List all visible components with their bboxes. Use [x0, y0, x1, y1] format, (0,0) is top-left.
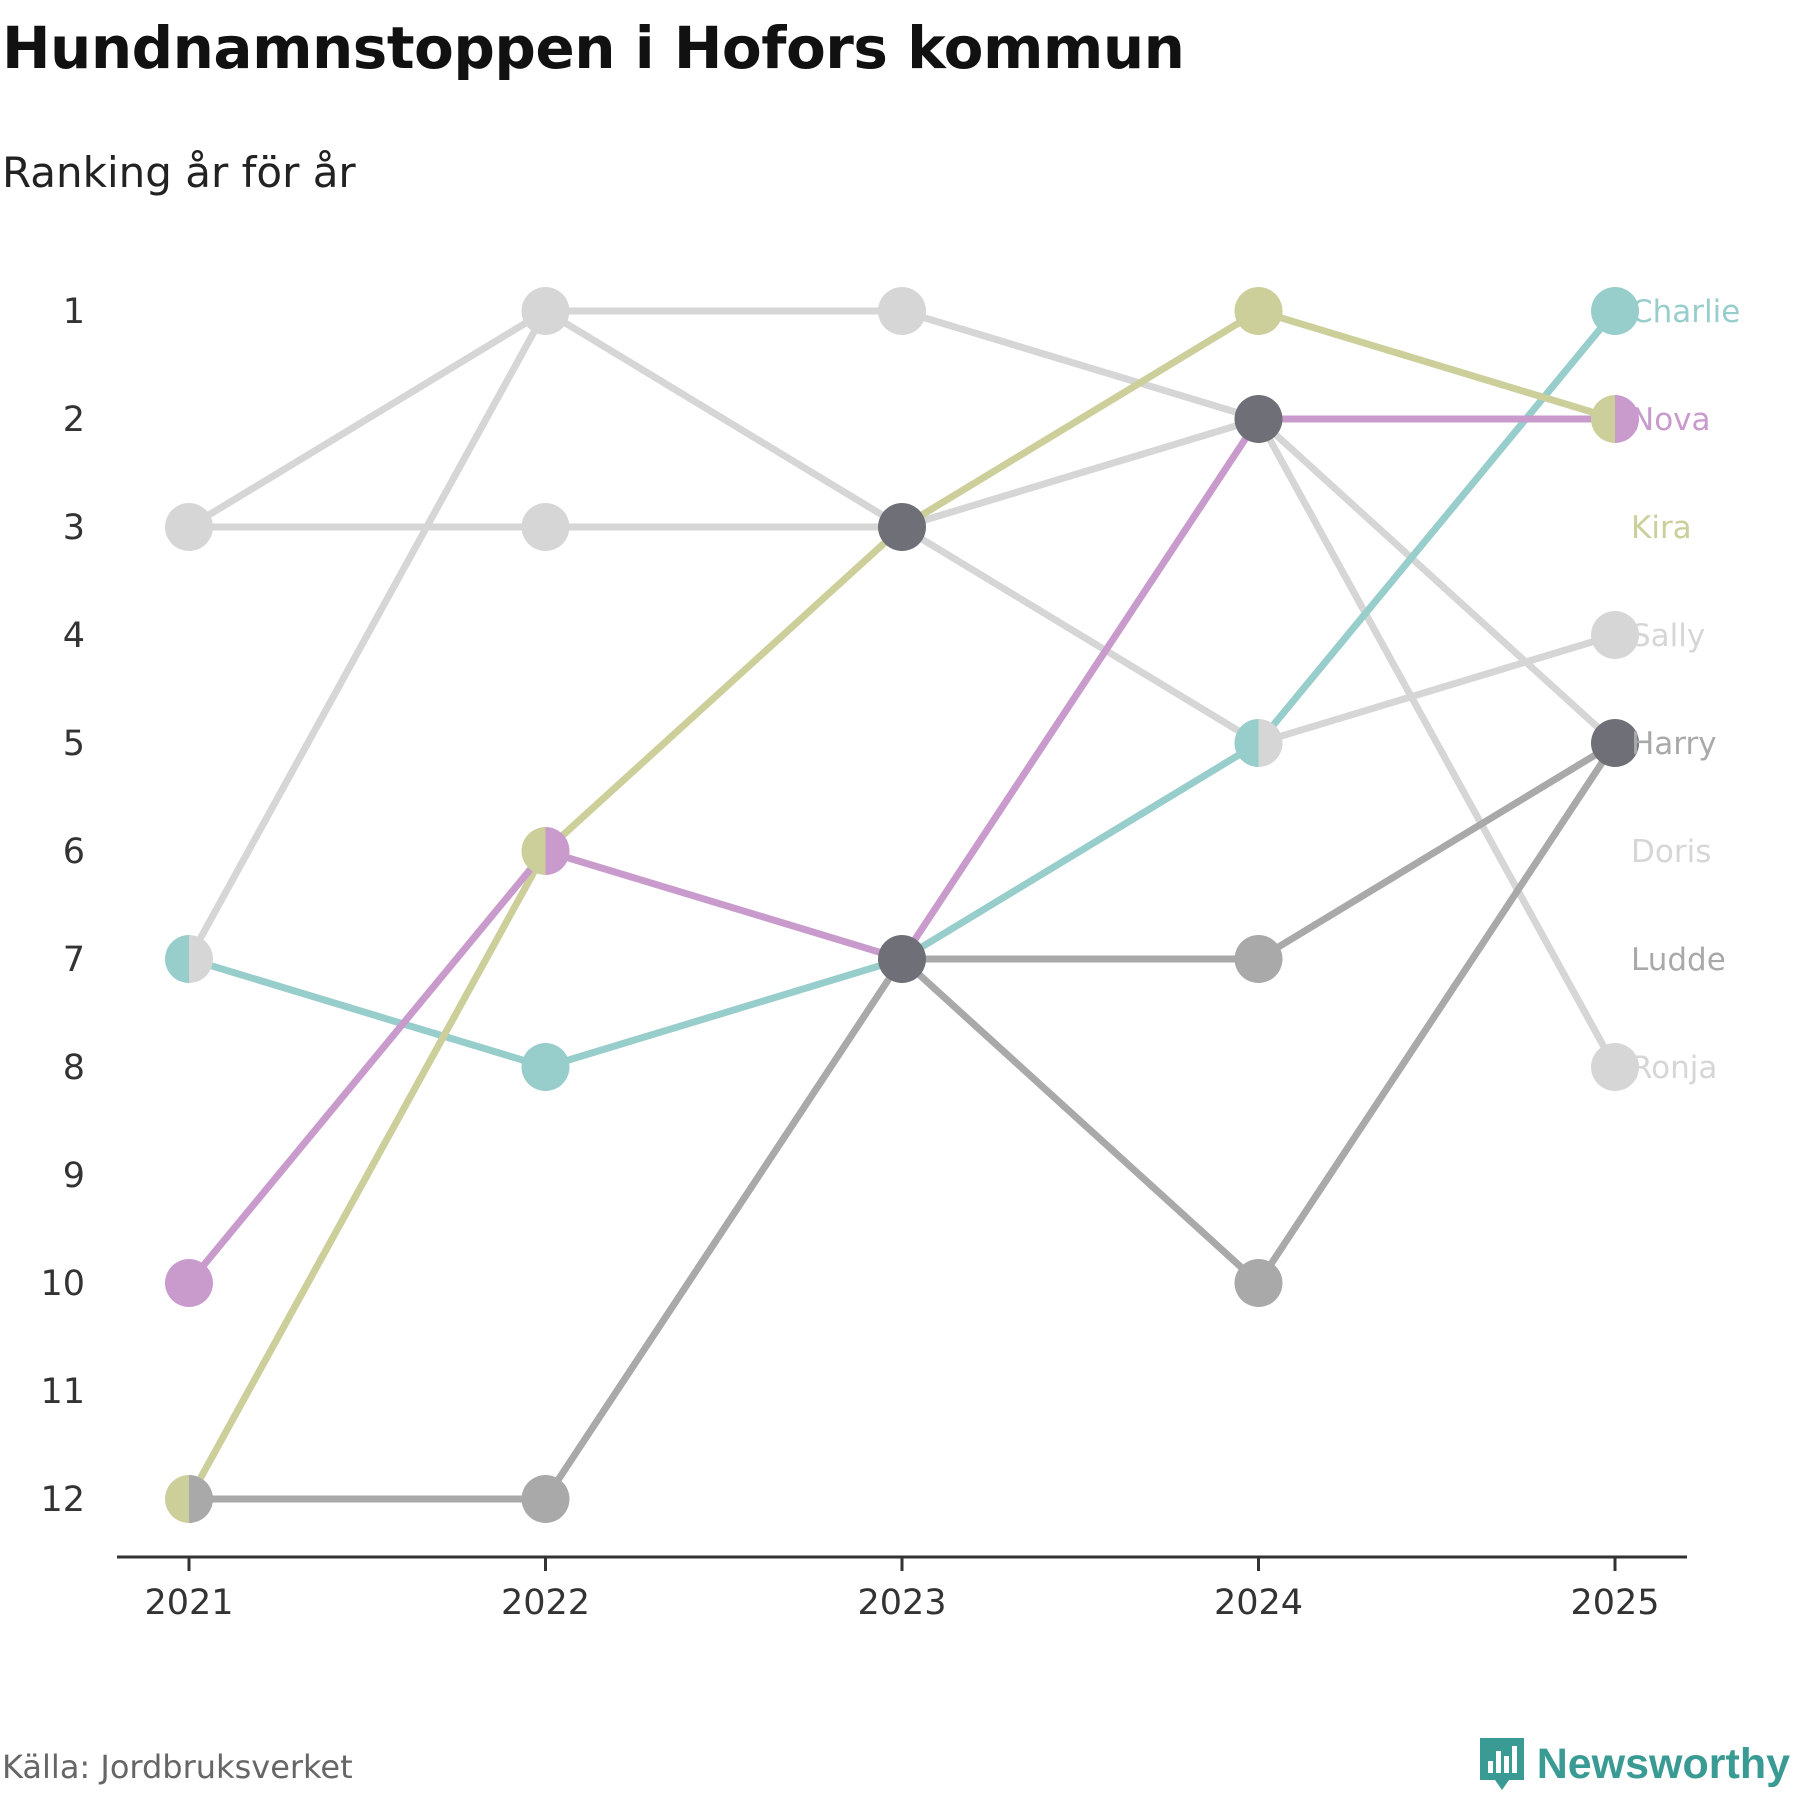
data-point: [878, 935, 926, 983]
y-tick-label: 12: [40, 1480, 85, 1520]
data-point-left-half: [1234, 719, 1259, 767]
series-label-ronja: Ronja: [1631, 1050, 1717, 1086]
data-point: [1591, 287, 1639, 335]
data-point-left-half: [165, 935, 189, 983]
data-point: [165, 1259, 213, 1307]
x-tick-label: 2025: [1570, 1583, 1659, 1623]
data-point: [878, 287, 926, 335]
data-point: [521, 1043, 570, 1091]
data-point-right-half: [189, 1475, 213, 1523]
y-tick-label: 1: [63, 292, 85, 332]
y-tick-label: 8: [63, 1048, 85, 1088]
data-point: [1591, 719, 1639, 767]
data-point: [1234, 935, 1283, 983]
data-point-right-half: [1615, 395, 1639, 443]
data-point: [521, 503, 570, 551]
data-point-right-half: [1258, 719, 1283, 767]
x-tick-label: 2024: [1214, 1583, 1303, 1623]
series-label-sally: Sally: [1631, 618, 1705, 654]
series-line-doris: [185, 415, 1619, 747]
y-tick-label: 5: [63, 724, 85, 764]
x-tick-label: 2022: [501, 1583, 590, 1623]
y-tick-label: 3: [63, 508, 85, 548]
y-tick-label: 6: [63, 832, 85, 872]
series-label-ludde: Ludde: [1631, 942, 1726, 978]
y-tick-label: 11: [40, 1372, 85, 1412]
x-tick-label: 2023: [857, 1583, 946, 1623]
series-label-harry: Harry: [1631, 726, 1717, 762]
y-tick-label: 4: [63, 616, 85, 656]
y-tick-label: 9: [63, 1156, 85, 1196]
y-tick-label: 7: [63, 940, 85, 980]
data-point-left-half: [165, 1475, 189, 1523]
data-point-right-half: [189, 935, 213, 983]
data-point: [521, 287, 570, 335]
data-point-left-half: [1591, 395, 1615, 443]
data-point-left-half: [521, 827, 546, 875]
chart-subtitle: Ranking år för år: [2, 148, 356, 197]
series-label-charlie: Charlie: [1631, 294, 1740, 330]
series-line-kira: [185, 307, 1619, 1503]
y-tick-label: 2: [63, 400, 85, 440]
data-point: [1591, 1043, 1639, 1091]
data-point: [1591, 611, 1639, 659]
data-point: [521, 1475, 570, 1523]
brand-logo[interactable]: Newsworthy: [1477, 1735, 1790, 1793]
source-note: Källa: Jordbruksverket: [2, 1748, 353, 1786]
data-point: [165, 503, 213, 551]
newsworthy-bar-chart-icon: [1479, 1738, 1524, 1790]
series-label-doris: Doris: [1631, 834, 1711, 870]
brand-name: Newsworthy: [1536, 1739, 1790, 1788]
data-point: [1234, 1259, 1283, 1307]
data-point: [1234, 287, 1283, 335]
data-point-right-half: [545, 827, 570, 875]
series-label-nova: Nova: [1631, 402, 1711, 438]
chart-title: Hundnamnstoppen i Hofors kommun: [2, 14, 1185, 82]
series-label-kira: Kira: [1631, 510, 1692, 546]
data-point: [878, 503, 926, 551]
data-point: [1234, 395, 1283, 443]
series-line-ludde: [185, 739, 1619, 1503]
series-line-harry: [898, 739, 1619, 963]
x-tick-label: 2021: [144, 1583, 233, 1623]
y-tick-label: 10: [40, 1264, 85, 1304]
